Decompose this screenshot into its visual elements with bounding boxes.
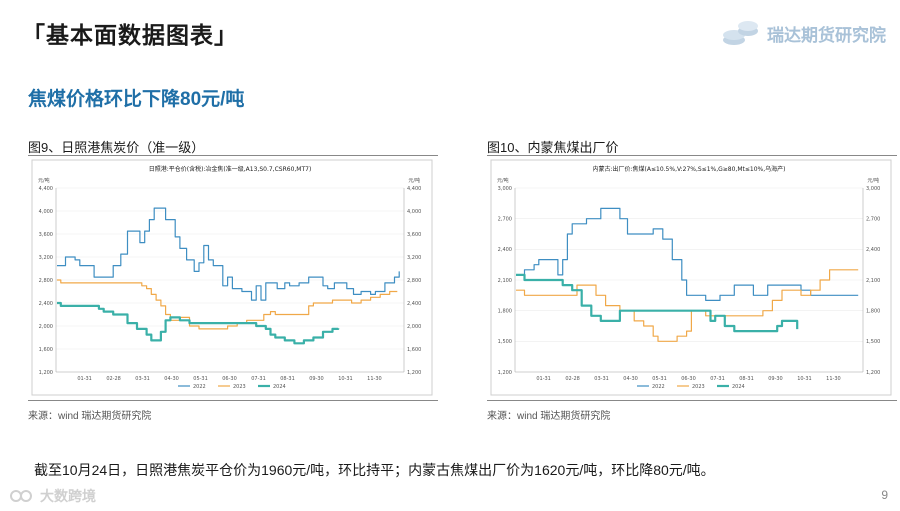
x-tick: 09-30 xyxy=(768,376,783,382)
y-tick-left: 3,200 xyxy=(39,255,53,261)
coke-price-chart: 日照港:平仓价(含税):冶金焦(准一级,A13,S0.7,CSR60,MT7) 元… xyxy=(31,159,433,396)
chart-title: 日照港:平仓价(含税):冶金焦(准一级,A13,S0.7,CSR60,MT7) xyxy=(149,165,312,173)
series-line-2024 xyxy=(57,301,340,345)
chart-frame xyxy=(490,159,892,396)
x-tick: 01-31 xyxy=(77,376,92,382)
series-line-2022 xyxy=(516,207,859,301)
x-tick: 11-30 xyxy=(826,376,841,382)
y-tick-left: 1,600 xyxy=(39,347,53,353)
x-tick: 11-30 xyxy=(367,376,382,382)
series-line-2022 xyxy=(57,207,400,301)
y-tick-left: 3,600 xyxy=(39,232,53,238)
section-subtitle: 焦煤价格环比下降80元/吨 xyxy=(28,89,245,110)
series-line-2023 xyxy=(516,269,859,342)
legend-label-2023: 2023 xyxy=(692,384,705,390)
legend-label-2022: 2022 xyxy=(652,384,665,390)
y-tick-right: 4,400 xyxy=(407,186,421,192)
y-tick-left: 2,700 xyxy=(498,216,512,222)
x-tick: 03-31 xyxy=(135,376,150,382)
x-tick: 01-31 xyxy=(536,376,551,382)
footer-logo: 大数跨境 xyxy=(10,486,96,506)
source-note: 来源：wind 瑞达期货研究院 xyxy=(487,411,611,422)
y-tick-left: 1,500 xyxy=(498,339,512,345)
x-tick: 07-31 xyxy=(710,376,725,382)
unit-right: 元/吨 xyxy=(867,177,879,184)
x-tick: 06-30 xyxy=(222,376,237,382)
legend-label-2024: 2024 xyxy=(273,384,286,390)
y-tick-right: 3,600 xyxy=(407,232,421,238)
legend-label-2023: 2023 xyxy=(233,384,246,390)
legend-label-2022: 2022 xyxy=(193,384,206,390)
coking-coal-price-chart: 内蒙古:出厂价:焦煤(A≤10.5%,V:27%,S≤1%,G≥80,Mt≤10… xyxy=(490,159,892,396)
x-tick: 04-30 xyxy=(164,376,179,382)
x-tick: 03-31 xyxy=(594,376,609,382)
x-tick: 10-31 xyxy=(797,376,812,382)
y-tick-left: 4,400 xyxy=(39,186,53,192)
coins-logo-icon xyxy=(723,21,758,45)
figure-rule-bottom xyxy=(28,400,438,401)
unit-left: 元/吨 xyxy=(38,177,50,184)
chart-panel-coke: 图9、日照港焦炭价（准一级） 日照港:平仓价(含税):冶金焦(准一级,A13,S… xyxy=(28,134,438,424)
y-tick-right: 3,000 xyxy=(866,186,880,192)
y-tick-left: 2,400 xyxy=(498,247,512,253)
figure-title: 图10、内蒙焦煤出厂价 xyxy=(487,140,619,155)
x-tick: 08-31 xyxy=(280,376,295,382)
figure-rule xyxy=(487,155,897,156)
figure-rule-bottom xyxy=(487,400,897,401)
y-tick-right: 1,500 xyxy=(866,339,880,345)
y-tick-right: 2,400 xyxy=(866,247,880,253)
series-line-2024 xyxy=(516,273,799,333)
chart-panel-coking-coal: 图10、内蒙焦煤出厂价 内蒙古:出厂价:焦煤(A≤10.5%,V:27%,S≤1… xyxy=(487,134,897,424)
summary-text: 截至10月24日，日照港焦炭平仓价为1960元/吨，环比持平；内蒙古焦煤出厂价为… xyxy=(34,462,715,478)
x-tick: 09-30 xyxy=(309,376,324,382)
y-tick-left: 2,400 xyxy=(39,301,53,307)
y-tick-left: 2,100 xyxy=(498,278,512,284)
y-tick-right: 1,200 xyxy=(866,370,880,376)
brand-name: 瑞达期货研究院 xyxy=(767,25,886,45)
x-tick: 08-31 xyxy=(739,376,754,382)
y-tick-left: 1,200 xyxy=(498,370,512,376)
series-line-2023 xyxy=(57,279,398,330)
figure-rule xyxy=(28,155,438,156)
x-tick: 05-31 xyxy=(193,376,208,382)
watermark-logo-icon xyxy=(10,490,32,502)
figure-title: 图9、日照港焦炭价（准一级） xyxy=(28,140,205,155)
y-tick-right: 1,600 xyxy=(407,347,421,353)
y-tick-right: 2,700 xyxy=(866,216,880,222)
page-title: 「基本面数据图表」 xyxy=(22,22,238,48)
y-tick-left: 4,000 xyxy=(39,209,53,215)
y-tick-left: 2,000 xyxy=(39,324,53,330)
brand: 瑞达期货研究院 xyxy=(721,18,886,48)
legend-label-2024: 2024 xyxy=(732,384,745,390)
y-tick-right: 3,200 xyxy=(407,255,421,261)
x-tick: 02-28 xyxy=(565,376,580,382)
x-tick: 06-30 xyxy=(681,376,696,382)
y-tick-left: 2,800 xyxy=(39,278,53,284)
footer-logo-text: 大数跨境 xyxy=(40,488,96,504)
y-tick-right: 4,000 xyxy=(407,209,421,215)
y-tick-right: 2,800 xyxy=(407,278,421,284)
y-tick-right: 2,400 xyxy=(407,301,421,307)
x-tick: 04-30 xyxy=(623,376,638,382)
x-tick: 10-31 xyxy=(338,376,353,382)
chart-title: 内蒙古:出厂价:焦煤(A≤10.5%,V:27%,S≤1%,G≥80,Mt≤10… xyxy=(593,165,786,173)
y-tick-right: 2,000 xyxy=(407,324,421,330)
x-tick: 02-28 xyxy=(106,376,121,382)
x-tick: 05-31 xyxy=(652,376,667,382)
y-tick-left: 3,000 xyxy=(498,186,512,192)
y-tick-left: 1,200 xyxy=(39,370,53,376)
y-tick-left: 1,800 xyxy=(498,308,512,314)
unit-left: 元/吨 xyxy=(497,177,509,184)
unit-right: 元/吨 xyxy=(408,177,420,184)
y-tick-right: 2,100 xyxy=(866,278,880,284)
source-note: 来源：wind 瑞达期货研究院 xyxy=(28,411,152,422)
page-number: 9 xyxy=(881,488,888,502)
y-tick-right: 1,200 xyxy=(407,370,421,376)
x-tick: 07-31 xyxy=(251,376,266,382)
y-tick-right: 1,800 xyxy=(866,308,880,314)
